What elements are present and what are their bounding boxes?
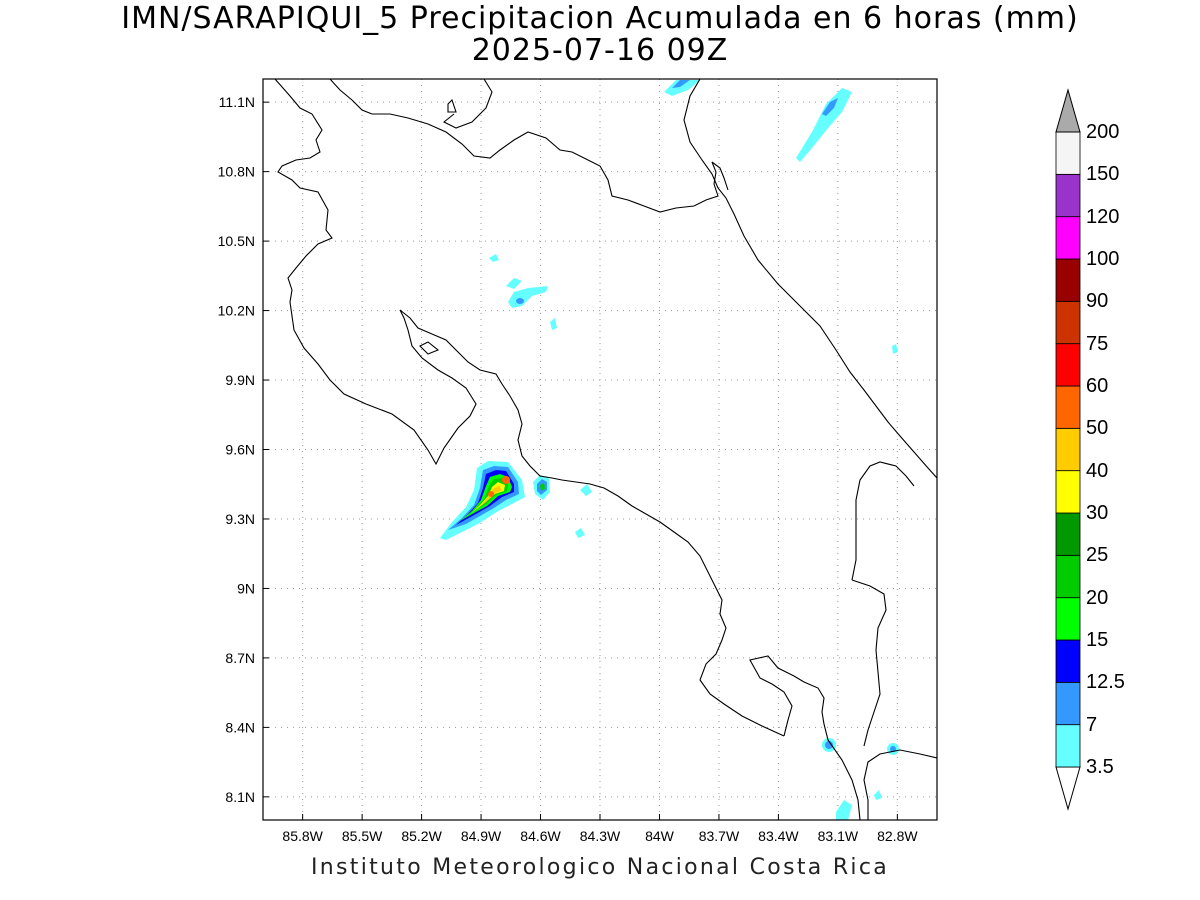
nicoya-island xyxy=(419,341,440,355)
precipitation-cells xyxy=(440,80,899,820)
rain-cell-ne xyxy=(796,88,852,162)
colorbar-swatch xyxy=(1055,724,1081,768)
rain-cell-north-a xyxy=(508,286,548,308)
colorbar-label: 60 xyxy=(1086,375,1109,397)
rain-cell-e-small xyxy=(892,344,898,354)
colorbar-lower-triangle xyxy=(1055,766,1081,811)
rain-cell-north-a-7 xyxy=(516,298,524,304)
osa-peninsula xyxy=(749,655,861,820)
map-datetime: 2025-07-16 09Z xyxy=(471,33,729,68)
colorbar-swatch xyxy=(1055,470,1081,514)
colorbar-label: 120 xyxy=(1086,205,1120,228)
caribbean-coast xyxy=(683,79,937,479)
rain-cell-pan2-7 xyxy=(890,746,896,752)
lon-tick-label: 83.7W xyxy=(699,828,740,844)
colorbar-swatch xyxy=(1055,173,1081,218)
coastlines xyxy=(274,79,937,820)
colorbar-swatch xyxy=(1055,300,1081,345)
panama-border-south xyxy=(851,579,887,747)
colorbar-label: 7 xyxy=(1086,713,1098,736)
rain-cell-east-15 xyxy=(540,483,545,491)
colorbar xyxy=(1055,88,1081,811)
rain-cell-core xyxy=(502,476,510,484)
nicoya-gulf-coast xyxy=(399,309,785,737)
colorbar-label: 20 xyxy=(1086,586,1109,609)
lon-tick-label: 83.1W xyxy=(818,828,859,844)
rain-cell-top xyxy=(664,80,700,96)
lat-tick-label: 8.7N xyxy=(225,650,255,666)
colorbar-swatch xyxy=(1055,681,1081,726)
rain-cell-core-2 xyxy=(488,491,494,497)
colorbar-swatch xyxy=(1055,216,1081,260)
lon-tick-label: 85.8W xyxy=(282,828,323,844)
lon-tick-label: 84.3W xyxy=(580,828,621,844)
map-title: IMN/SARAPIQUI_5 Precipitacion Acumulada … xyxy=(121,1,1079,36)
lat-tick-label: 11.1N xyxy=(219,94,255,110)
burica-coast xyxy=(863,749,937,820)
rain-cell-top-7 xyxy=(672,80,690,88)
colorbar-swatch xyxy=(1055,427,1081,472)
nicaragua-north-coast xyxy=(329,79,373,115)
river-mouth xyxy=(711,161,729,191)
lat-tick-label: 9.9N xyxy=(225,372,255,388)
rain-cell-pan4 xyxy=(874,790,882,800)
colorbar-label: 25 xyxy=(1086,544,1109,567)
colorbar-label: 3.5 xyxy=(1086,756,1114,778)
lat-tick-label: 9.3N xyxy=(225,511,255,527)
colorbar-swatch xyxy=(1055,343,1081,387)
colorbar-upper-triangle xyxy=(1055,88,1081,133)
colorbar-label: 40 xyxy=(1086,459,1109,482)
colorbar-label: 75 xyxy=(1086,332,1109,355)
lat-tick-label: 9.6N xyxy=(225,442,255,458)
lon-tick-label: 84W xyxy=(645,828,675,844)
rain-cell-north-c xyxy=(489,254,499,262)
lon-tick-label: 82.8W xyxy=(877,828,918,844)
rain-cell-ne-7 xyxy=(822,98,838,116)
colorbar-swatch xyxy=(1055,512,1081,556)
colorbar-label: 90 xyxy=(1086,290,1109,313)
grid-lines xyxy=(263,79,937,820)
rain-cell-main-40 xyxy=(476,486,502,510)
rain-cell-north-d xyxy=(550,318,557,330)
colorbar-swatch xyxy=(1055,639,1081,683)
colorbar-label: 12.5 xyxy=(1086,671,1125,694)
nicaragua-border xyxy=(372,113,719,213)
colorbar-label: 15 xyxy=(1086,629,1109,651)
lat-tick-label: 10.8N xyxy=(218,164,255,180)
lon-tick-label: 83.4W xyxy=(758,828,799,844)
colorbar-label: 200 xyxy=(1086,121,1120,143)
rain-cell-pan3 xyxy=(836,800,852,820)
lon-tick-label: 84.9W xyxy=(461,828,502,844)
lat-tick-label: 9N xyxy=(237,580,255,596)
lat-tick-label: 8.4N xyxy=(225,719,255,735)
panama-border xyxy=(851,461,915,581)
rain-cell-se2 xyxy=(575,528,585,538)
longitude-tick-labels: 85.8W 85.5W 85.2W 84.9W 84.6W 84.3W 84W 83.7W 83… xyxy=(282,828,918,844)
colorbar-label: 100 xyxy=(1086,248,1120,270)
lon-tick-label: 85.2W xyxy=(401,828,442,844)
colorbar-swatch xyxy=(1055,554,1081,599)
lat-tick-label: 8.1N xyxy=(225,789,255,805)
colorbar-swatch xyxy=(1055,597,1081,641)
lon-tick-label: 84.6W xyxy=(520,828,561,844)
colorbar-swatch xyxy=(1055,258,1081,302)
colorbar-label: 30 xyxy=(1086,502,1109,524)
rain-cell-se1 xyxy=(580,484,592,496)
colorbar-swatch xyxy=(1055,385,1081,429)
map-frame xyxy=(262,78,938,821)
rain-cell-north-b xyxy=(506,278,522,289)
lake-nicaragua-shore xyxy=(442,79,493,129)
colorbar-label: 150 xyxy=(1086,163,1120,186)
footer-credit: Instituto Meteorologico Nacional Costa R… xyxy=(310,855,890,880)
colorbar-label: 50 xyxy=(1086,417,1109,440)
rain-cell-pan1-7 xyxy=(825,741,833,749)
nicaragua-pacific-coast xyxy=(274,79,477,466)
lat-tick-label: 10.5N xyxy=(218,233,255,249)
latitude-tick-labels: 11.1N 10.8N 10.5N 10.2N 9.9N 9.6N 9.3N 9N 8.7N 8.… xyxy=(218,94,255,805)
lat-tick-label: 10.2N xyxy=(218,303,255,319)
lon-tick-label: 85.5W xyxy=(342,828,383,844)
lake-small xyxy=(447,98,457,113)
colorbar-swatch xyxy=(1055,131,1081,175)
